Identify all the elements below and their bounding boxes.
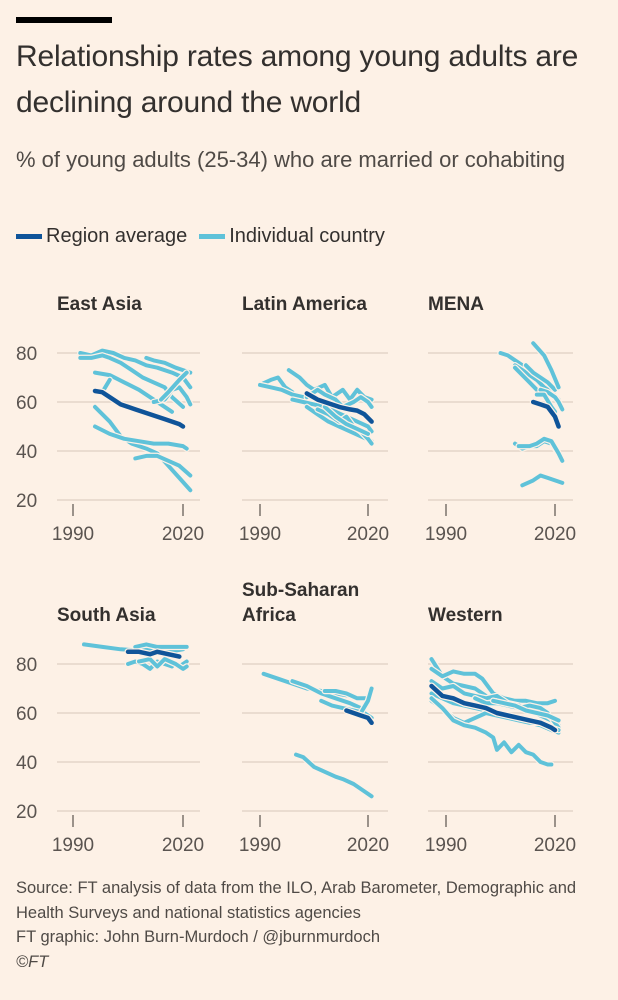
- country-line: [93, 370, 174, 414]
- chart-subtitle: % of young adults (25-34) who are marrie…: [16, 147, 566, 172]
- panel-title-sub-saharan-africa: Sub-Saharan: [242, 580, 359, 601]
- country-line: [531, 341, 561, 390]
- legend-label-individual-country: Individual country: [229, 225, 385, 247]
- y-tick-label: 40: [16, 753, 37, 774]
- x-tick-label: 1990: [239, 835, 281, 856]
- footer: Source: FT analysis of data from the ILO…: [16, 876, 618, 974]
- y-tick-label: 80: [16, 344, 37, 365]
- country-line: [93, 404, 193, 493]
- country-line: [126, 659, 174, 671]
- legend-swatch-individual-country: [199, 234, 226, 239]
- x-tick-label: 1990: [425, 524, 467, 545]
- country-line: [290, 679, 363, 711]
- country-line: [358, 686, 374, 715]
- country-line: [290, 397, 374, 434]
- country-line: [78, 348, 193, 390]
- legend-label-region-average: Region average: [46, 225, 188, 247]
- country-line: [429, 696, 554, 767]
- legend-swatch-region-average: [16, 234, 42, 239]
- country-line: [322, 689, 370, 701]
- panel-title-south-asia: South Asia: [57, 605, 156, 626]
- y-tick-label: 80: [16, 655, 37, 676]
- legend-item-individual-country: Individual country: [199, 225, 385, 248]
- ft-brand-bar: [16, 17, 112, 23]
- country-line: [516, 436, 565, 463]
- country-line: [93, 424, 189, 451]
- panel-title-east-asia: East Asia: [57, 294, 142, 315]
- country-line: [520, 473, 565, 488]
- panel-title-mena: MENA: [428, 294, 484, 315]
- credit-note: FT graphic: John Burn-Murdoch / @jburnmu…: [16, 928, 381, 946]
- copyright-note: ©FT: [16, 952, 49, 971]
- source-note: Source: FT analysis of data from the ILO…: [16, 879, 577, 922]
- x-tick-label: 2020: [347, 524, 389, 545]
- y-tick-label: 40: [16, 442, 37, 463]
- legend: Region average Individual country: [16, 225, 397, 248]
- country-line: [322, 404, 370, 436]
- x-tick-label: 1990: [52, 835, 94, 856]
- x-tick-label: 1990: [52, 524, 94, 545]
- region-average-line: [125, 649, 182, 659]
- y-tick-label: 60: [16, 393, 37, 414]
- panel-title-latin-america: Latin America: [242, 294, 367, 315]
- country-line: [491, 698, 561, 723]
- y-tick-label: 20: [16, 491, 37, 512]
- country-line: [258, 382, 306, 400]
- x-tick-label: 2020: [162, 835, 204, 856]
- country-line: [137, 657, 189, 671]
- country-line: [304, 404, 374, 444]
- region-average-line: [92, 388, 186, 429]
- country-line: [133, 453, 193, 478]
- x-tick-label: 2020: [162, 524, 204, 545]
- x-tick-label: 2020: [534, 835, 576, 856]
- x-tick-label: 1990: [425, 835, 467, 856]
- chart-title: Relationship rates among young adults ar…: [16, 40, 579, 119]
- x-tick-label: 2020: [534, 524, 576, 545]
- country-line: [159, 370, 189, 402]
- country-line: [513, 365, 539, 392]
- x-tick-label: 2020: [347, 835, 389, 856]
- region-average-line: [429, 683, 558, 733]
- y-tick-label: 60: [16, 704, 37, 725]
- panel-title-western: Western: [428, 605, 503, 626]
- region-average-line: [530, 399, 561, 429]
- region-average-line: [344, 708, 374, 726]
- country-line: [538, 387, 565, 412]
- country-line: [294, 752, 374, 799]
- y-tick-label: 20: [16, 802, 37, 823]
- country-line: [133, 642, 189, 649]
- country-line: [523, 363, 557, 392]
- legend-item-region-average: Region average: [16, 225, 187, 248]
- x-tick-label: 1990: [239, 524, 281, 545]
- region-average-line: [304, 391, 374, 424]
- panel-title-sub-saharan-africa: Africa: [242, 605, 296, 626]
